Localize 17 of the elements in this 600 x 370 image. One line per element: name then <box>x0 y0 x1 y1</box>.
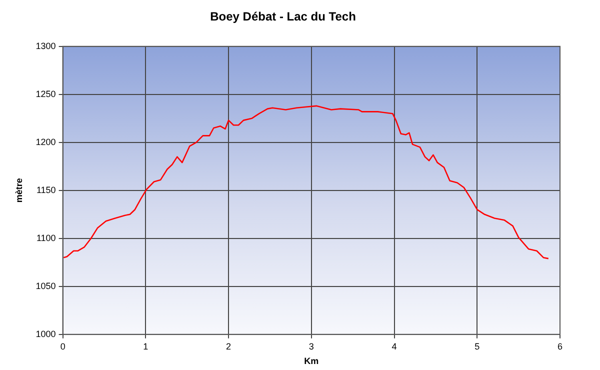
x-tick-label: 6 <box>557 341 563 352</box>
y-tick-label: 1250 <box>36 88 56 99</box>
y-axis-title: mètre <box>14 178 24 203</box>
x-tick-label: 2 <box>226 341 232 352</box>
x-tick-label: 4 <box>392 341 397 352</box>
x-tick-label: 0 <box>60 341 66 352</box>
x-tick-label: 3 <box>308 341 314 352</box>
x-axis-title: Km <box>304 356 319 366</box>
y-tick-label: 1300 <box>36 40 56 51</box>
y-tick-label: 1100 <box>36 232 56 243</box>
y-tick-label: 1150 <box>36 184 56 195</box>
x-tick-label: 1 <box>143 341 148 352</box>
y-tick-label: 1050 <box>36 280 56 291</box>
chart-title: Boey Débat - Lac du Tech <box>210 10 356 24</box>
y-tick-label: 1000 <box>36 328 56 339</box>
y-tick-label: 1200 <box>36 136 56 147</box>
x-tick-label: 5 <box>474 341 480 352</box>
